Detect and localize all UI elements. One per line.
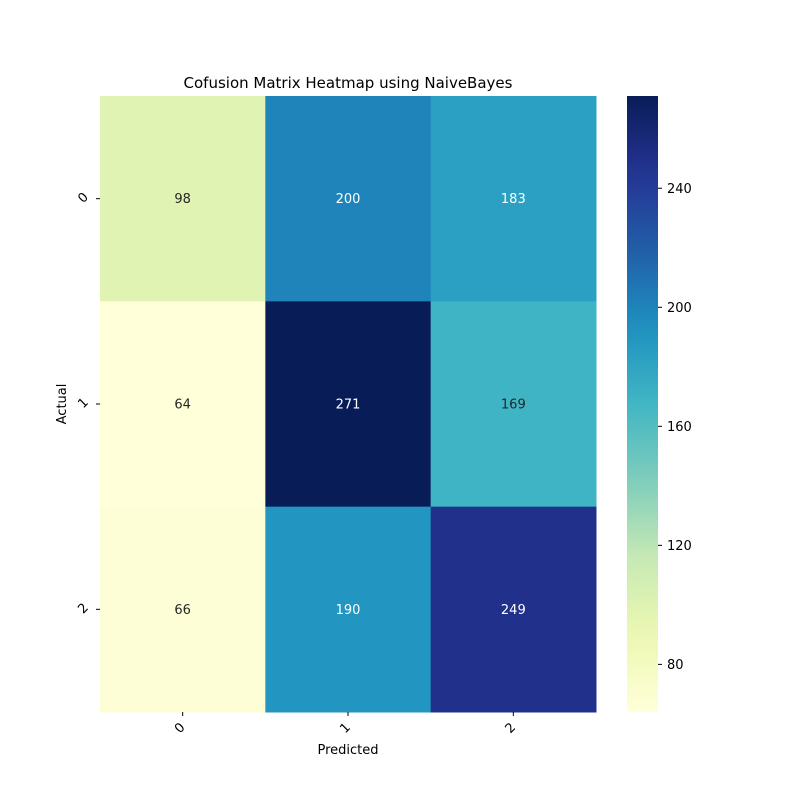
cell-value-label: 271 xyxy=(336,398,361,413)
heatmap-cell xyxy=(430,506,597,713)
y-tick-label: 2 xyxy=(75,601,91,617)
heatmap-cell xyxy=(100,506,266,713)
y-tick-label: 0 xyxy=(75,190,91,206)
cell-value-label: 249 xyxy=(501,603,526,618)
x-axis-label: Predicted xyxy=(317,743,378,758)
heatmap-cell xyxy=(100,96,266,302)
x-axis: 0 1 2 xyxy=(172,712,519,737)
cell-value-label: 66 xyxy=(174,603,191,618)
heatmap-cell xyxy=(265,96,432,302)
cell-value-label: 98 xyxy=(174,192,191,207)
colorbar-tick-label: 240 xyxy=(667,182,692,197)
cell-value-label: 200 xyxy=(336,192,361,207)
heatmap-cell xyxy=(430,96,597,302)
heatmap-cell xyxy=(430,301,597,508)
colorbar: 80 120 160 200 240 xyxy=(627,96,692,712)
cell-value-label: 183 xyxy=(501,192,526,207)
heatmap-cell xyxy=(265,301,432,508)
cell-value-label: 64 xyxy=(174,398,191,413)
colorbar-tick-label: 80 xyxy=(667,658,684,673)
heatmap-cell xyxy=(100,301,266,508)
x-tick-label: 2 xyxy=(503,720,519,736)
x-tick-label: 0 xyxy=(172,720,188,736)
x-tick-label: 1 xyxy=(337,720,353,736)
heatmap-cells: 98 200 183 64 271 169 66 190 249 xyxy=(100,96,597,713)
cell-value-label: 169 xyxy=(501,398,526,413)
y-axis-label: Actual xyxy=(55,384,70,425)
chart-title: Cofusion Matrix Heatmap using NaiveBayes xyxy=(184,74,513,92)
colorbar-tick-label: 120 xyxy=(667,539,692,554)
cell-value-label: 190 xyxy=(336,603,361,618)
y-tick-label: 1 xyxy=(75,395,91,411)
heatmap-cell xyxy=(265,506,432,713)
y-axis: 0 1 2 xyxy=(75,190,100,617)
colorbar-gradient xyxy=(627,96,658,712)
colorbar-tick-label: 160 xyxy=(667,420,692,435)
colorbar-tick-label: 200 xyxy=(667,301,692,316)
